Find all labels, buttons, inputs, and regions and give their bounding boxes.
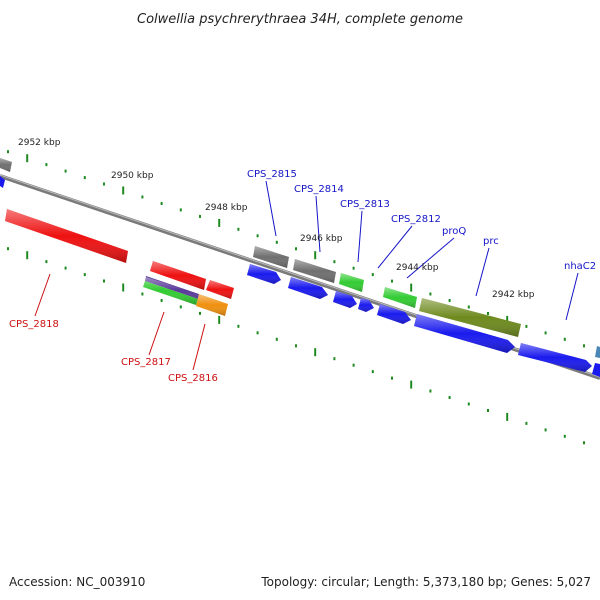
gene-feature[interactable] <box>247 264 281 284</box>
gene-label[interactable]: CPS_2815 <box>247 169 297 180</box>
gene-feature[interactable] <box>595 346 600 358</box>
kbp-label: 2948 kbp <box>205 203 248 213</box>
map-title: Colwellia psychrerythraea 34H, complete … <box>137 12 463 27</box>
gene-feature-cps-2813[interactable] <box>339 273 364 292</box>
gene-label[interactable]: prc <box>483 236 499 247</box>
kbp-label: 2944 kbp <box>396 263 439 273</box>
kbp-label: 2942 kbp <box>492 290 535 300</box>
gene-label[interactable]: CPS_2816 <box>168 373 218 384</box>
gene-label[interactable]: CPS_2818 <box>9 319 59 330</box>
gene-feature[interactable] <box>358 298 374 312</box>
gene-feature-cps-2812[interactable] <box>383 287 417 308</box>
gene-label[interactable]: CPS_2813 <box>340 199 390 210</box>
callout-lines <box>34 180 579 371</box>
gene-feature-prc[interactable] <box>419 298 521 337</box>
gene-feature[interactable] <box>0 158 12 172</box>
gene-label[interactable]: CPS_2817 <box>121 357 171 368</box>
kbp-label: 2950 kbp <box>111 171 154 181</box>
gene-labels: CPS_2815 CPS_2814 CPS_2813 CPS_2812 proQ… <box>9 169 596 384</box>
kbp-label: 2946 kbp <box>300 234 343 244</box>
gene-feature[interactable] <box>592 363 600 377</box>
gene-feature[interactable] <box>288 277 328 299</box>
gene-feature[interactable] <box>150 261 206 290</box>
kbp-label: 2952 kbp <box>18 138 61 148</box>
gene-feature-cps-2814[interactable] <box>293 259 336 283</box>
gene-label[interactable]: nhaC2 <box>564 261 596 272</box>
gene-feature[interactable] <box>206 280 234 299</box>
gene-feature-cps-2817[interactable] <box>143 276 199 305</box>
gene-feature[interactable] <box>518 343 592 372</box>
gene-feature-cps-2818[interactable] <box>5 209 128 263</box>
gene-feature[interactable] <box>414 314 515 353</box>
gene-features <box>0 158 600 377</box>
topology-text: Topology: circular; Length: 5,373,180 bp… <box>260 575 591 589</box>
gene-feature[interactable] <box>0 176 5 188</box>
gene-feature-cps-2815[interactable] <box>253 246 289 268</box>
accession-text: Accession: NC_003910 <box>9 575 145 589</box>
gene-feature[interactable] <box>333 291 357 308</box>
gene-label[interactable]: CPS_2812 <box>391 214 441 225</box>
gene-label[interactable]: proQ <box>442 226 466 237</box>
kbp-ruler: 2952 kbp 2950 kbp 2948 kbp 2946 kbp 2944… <box>18 138 535 300</box>
gene-feature-cps-2816[interactable] <box>196 294 228 316</box>
gene-feature[interactable] <box>377 304 411 324</box>
gene-label[interactable]: CPS_2814 <box>294 184 344 195</box>
scale-ticks <box>7 150 585 445</box>
